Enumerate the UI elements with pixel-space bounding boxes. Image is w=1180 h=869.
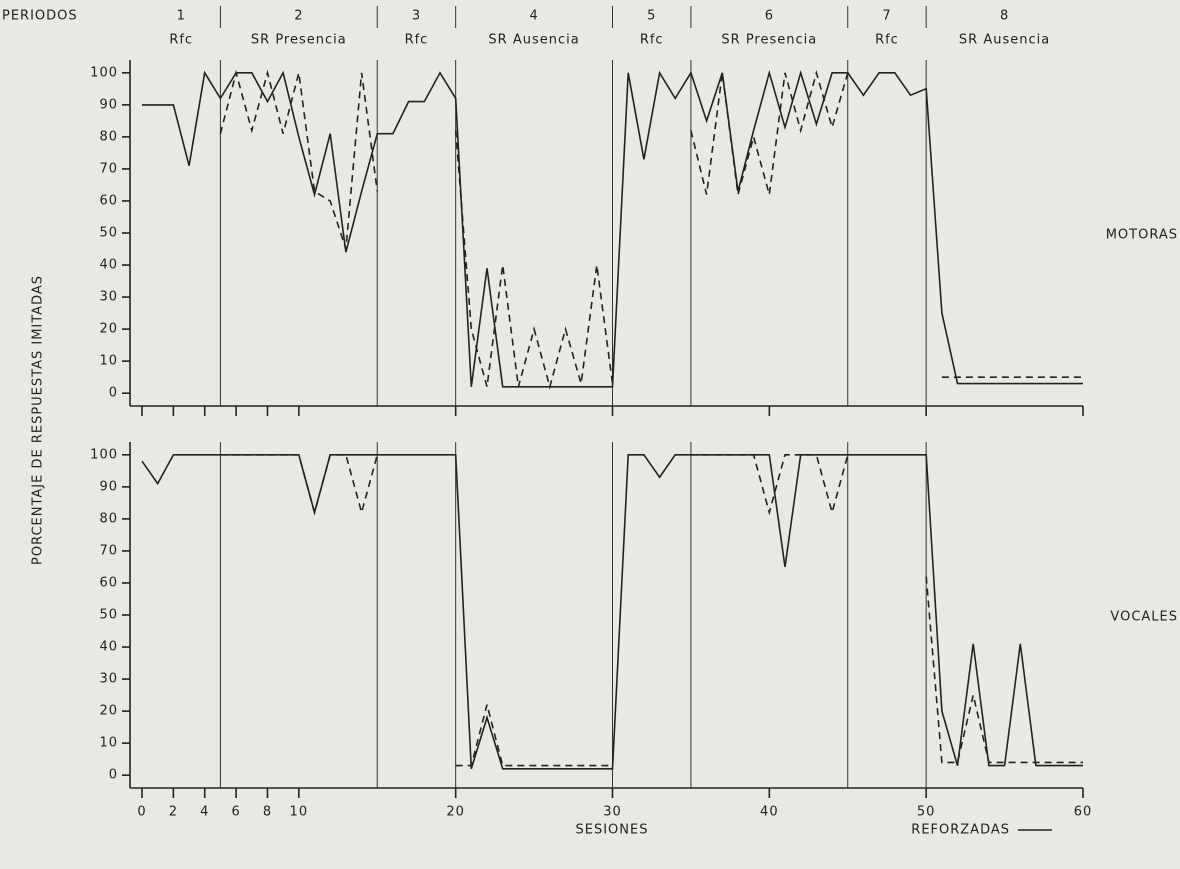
legend-label: REFORZADAS bbox=[911, 823, 1010, 838]
y-tick-label: 100 bbox=[90, 447, 118, 462]
y-tick-label: 40 bbox=[99, 640, 118, 655]
y-tick-label: 70 bbox=[99, 543, 118, 558]
x-tick-label: 0 bbox=[137, 805, 146, 820]
y-tick-label: 60 bbox=[99, 575, 118, 590]
x-tick-label: 10 bbox=[290, 805, 309, 820]
y-tick-label: 10 bbox=[99, 354, 118, 369]
y-tick-label: 90 bbox=[99, 479, 118, 494]
panel-title: VOCALES bbox=[1110, 610, 1178, 625]
y-tick-label: 50 bbox=[99, 226, 118, 241]
data-line bbox=[220, 454, 1083, 767]
data-line bbox=[142, 69, 1083, 388]
period-label: SR Presencia bbox=[251, 33, 347, 48]
x-tick-label: 4 bbox=[200, 805, 209, 820]
y-tick-label: 50 bbox=[99, 608, 118, 623]
y-tick-label: 90 bbox=[99, 97, 118, 112]
y-tick-label: 0 bbox=[109, 768, 118, 783]
period-number: 7 bbox=[882, 9, 891, 24]
period-number: 5 bbox=[647, 9, 656, 24]
periods-header: PERIODOS bbox=[2, 9, 78, 24]
period-label: Rfc bbox=[169, 33, 193, 48]
x-tick-label: 60 bbox=[1074, 805, 1093, 820]
x-tick-label: 6 bbox=[231, 805, 240, 820]
x-tick-label: 50 bbox=[917, 805, 936, 820]
y-tick-label: 70 bbox=[99, 161, 118, 176]
x-tick-label: 30 bbox=[603, 805, 622, 820]
x-tick-label: 8 bbox=[263, 805, 272, 820]
y-tick-label: 80 bbox=[99, 129, 118, 144]
y-tick-label: 20 bbox=[99, 322, 118, 337]
period-label: SR Presencia bbox=[721, 33, 817, 48]
period-label: Rfc bbox=[640, 33, 664, 48]
period-label: Rfc bbox=[405, 33, 429, 48]
x-tick-label: 20 bbox=[446, 805, 465, 820]
period-label: SR Ausencia bbox=[959, 33, 1050, 48]
y-tick-label: 40 bbox=[99, 258, 118, 273]
y-tick-label: 100 bbox=[90, 65, 118, 80]
y-axis-label: PORCENTAJE DE RESPUESTAS IMITADAS bbox=[31, 275, 46, 565]
x-tick-label: 40 bbox=[760, 805, 779, 820]
panel-title: MOTORAS bbox=[1106, 228, 1178, 243]
period-label: SR Ausencia bbox=[488, 33, 579, 48]
y-tick-label: 0 bbox=[109, 386, 118, 401]
x-tick-label: 2 bbox=[169, 805, 178, 820]
period-number: 2 bbox=[294, 9, 303, 24]
y-tick-label: 60 bbox=[99, 193, 118, 208]
y-tick-label: 30 bbox=[99, 672, 118, 687]
period-number: 4 bbox=[529, 9, 538, 24]
y-tick-label: 10 bbox=[99, 736, 118, 751]
period-number: 6 bbox=[765, 9, 774, 24]
data-line bbox=[219, 69, 1083, 390]
period-number: 1 bbox=[177, 9, 186, 24]
period-number: 3 bbox=[412, 9, 421, 24]
period-number: 8 bbox=[1000, 9, 1009, 24]
y-tick-label: 80 bbox=[99, 511, 118, 526]
period-label: Rfc bbox=[875, 33, 899, 48]
y-tick-label: 20 bbox=[99, 704, 118, 719]
x-axis-label: SESIONES bbox=[576, 823, 649, 838]
y-tick-label: 30 bbox=[99, 290, 118, 305]
